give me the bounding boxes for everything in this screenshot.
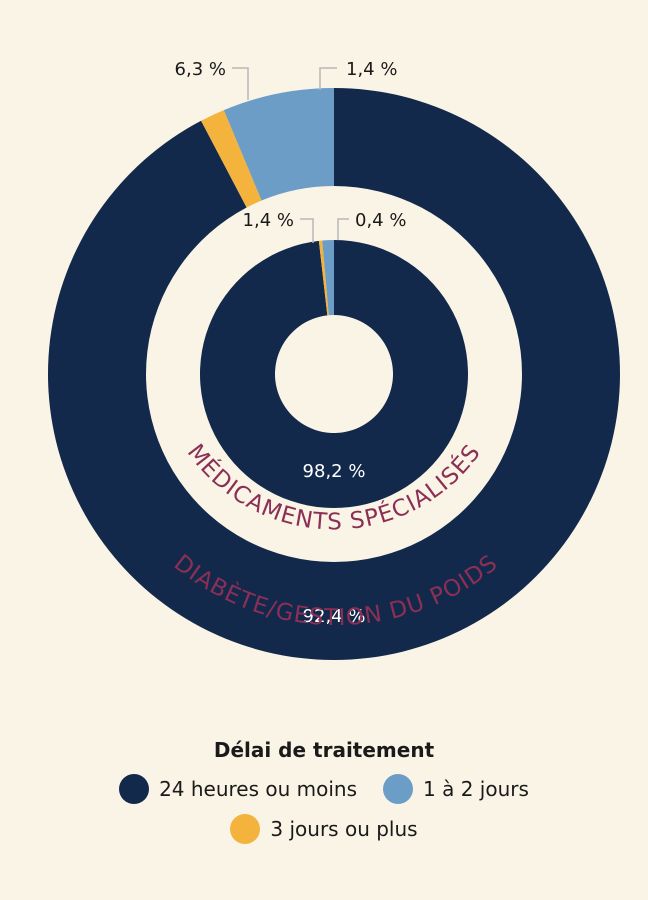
legend-title: Délai de traitement xyxy=(213,738,435,762)
callout-line-inner-1-2-jours xyxy=(300,218,314,243)
inner-label-24-heures: 98,2 % xyxy=(303,461,366,482)
legend-label-24-heures: 24 heures ou moins xyxy=(159,777,358,801)
inner-label-1-2-jours: 1,4 % xyxy=(243,210,294,231)
outer-label-24-heures: 92,4 % xyxy=(303,606,366,627)
inner-slice-1-2-jours xyxy=(322,240,334,316)
legend-swatch-24-heures xyxy=(119,774,150,804)
inner-ring xyxy=(199,240,468,508)
legend-item-1-2-jours: 1 à 2 jours xyxy=(383,774,529,804)
legend: Délai de traitement 24 heures ou moins 1… xyxy=(0,738,648,854)
legend-item-24-heures: 24 heures ou moins xyxy=(119,774,357,804)
legend-swatch-3-jours xyxy=(230,814,261,844)
outer-slice-3-jours xyxy=(201,110,262,208)
inner-slice-24-heures xyxy=(199,240,468,508)
inner-label-3-jours: 0,4 % xyxy=(355,210,406,231)
legend-label-1-2-jours: 1 à 2 jours xyxy=(423,777,529,801)
outer-slice-24-heures xyxy=(47,88,620,660)
outer-label-1-2-jours: 6,3 % xyxy=(175,59,226,80)
inner-slice-3-jours xyxy=(318,240,329,316)
callout-line-outer-3-jours xyxy=(319,67,337,90)
legend-swatch-1-2-jours xyxy=(383,774,414,804)
callout-line-outer-1-2-jours xyxy=(232,67,249,100)
legend-item-3-jours: 3 jours ou plus xyxy=(230,814,418,844)
legend-row-2: 3 jours ou plus xyxy=(0,814,648,844)
legend-row-1: 24 heures ou moins 1 à 2 jours xyxy=(0,774,648,804)
outer-ring xyxy=(47,88,620,660)
outer-slice-1-2-jours xyxy=(223,88,334,201)
callout-line-inner-3-jours xyxy=(337,218,349,240)
donut-chart: 6,3 % 1,4 % 1,4 % 0,4 % 98,2 % 92,4 % MÉ… xyxy=(47,59,620,660)
legend-label-3-jours: 3 jours ou plus xyxy=(270,817,418,841)
outer-label-3-jours: 1,4 % xyxy=(346,59,397,80)
